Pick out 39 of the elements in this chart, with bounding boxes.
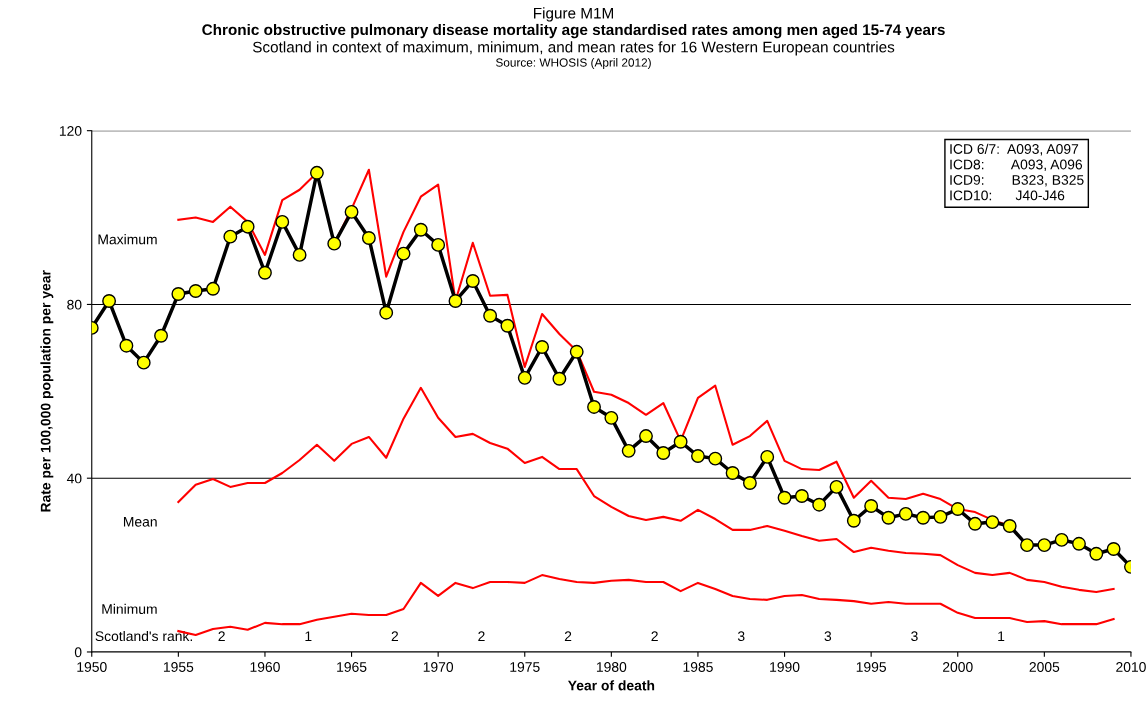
chart-title: Chronic obstructive pulmonary disease mortality age standardised rates among men aged 15-74 years (202, 23, 945, 39)
annotation: 2 (564, 631, 572, 641)
x-tick-label: 2010 (1116, 662, 1146, 672)
annotation: 1 (998, 631, 1005, 641)
y-tick-label: 120 (59, 126, 82, 136)
x-tick-label: 2000 (943, 662, 973, 672)
x-tick-label: 1985 (683, 662, 713, 672)
annotation: 3 (911, 631, 918, 642)
y-tick-label: 80 (67, 299, 82, 310)
x-tick-label: 1955 (163, 662, 194, 672)
caption: Figure M1M (534, 7, 613, 22)
annotation: 3 (824, 631, 832, 642)
annotation: 3 (737, 631, 745, 642)
x-tick-label: 1950 (77, 662, 107, 672)
x-tick-label: 1960 (250, 662, 280, 672)
x-tick-label: 1980 (596, 662, 627, 672)
source-note: Source: WHOSIS (April 2012) (495, 58, 651, 70)
annotation: ICD 6/7: A093, A097 ICD8: A093, A096 ICD9: B323, B325 ICD10: J40-J46 (950, 143, 1084, 201)
annotation: 1 (305, 631, 312, 641)
y-tick-label: 0 (74, 647, 82, 658)
y-axis-title: Rate per 100,000 population per year (40, 270, 54, 512)
y-tick-label: 40 (66, 473, 82, 484)
line-series (177, 386, 1115, 594)
x-tick-label: 1965 (337, 662, 367, 672)
x-tick-label: 1995 (856, 662, 887, 672)
chart-subtitle: Scotland in context of maximum, minimum, and mean rates for 16 Western European countries (252, 41, 895, 56)
annotation: Scotland's rank: (95, 630, 192, 642)
series-label: Mean (123, 516, 157, 527)
annotation: 2 (651, 631, 658, 641)
annotation: 2 (391, 631, 399, 641)
x-axis-title: Year of death (567, 680, 655, 691)
x-tick-label: 1975 (510, 662, 540, 672)
x-tick-label: 2005 (1029, 662, 1060, 672)
annotation: 2 (478, 631, 485, 641)
series-label: Maximum (98, 234, 157, 245)
series-label: Minimum (102, 603, 157, 614)
x-tick-label: 1990 (770, 662, 800, 672)
x-tick-label: 1970 (423, 662, 454, 672)
annotation: 2 (218, 631, 225, 641)
